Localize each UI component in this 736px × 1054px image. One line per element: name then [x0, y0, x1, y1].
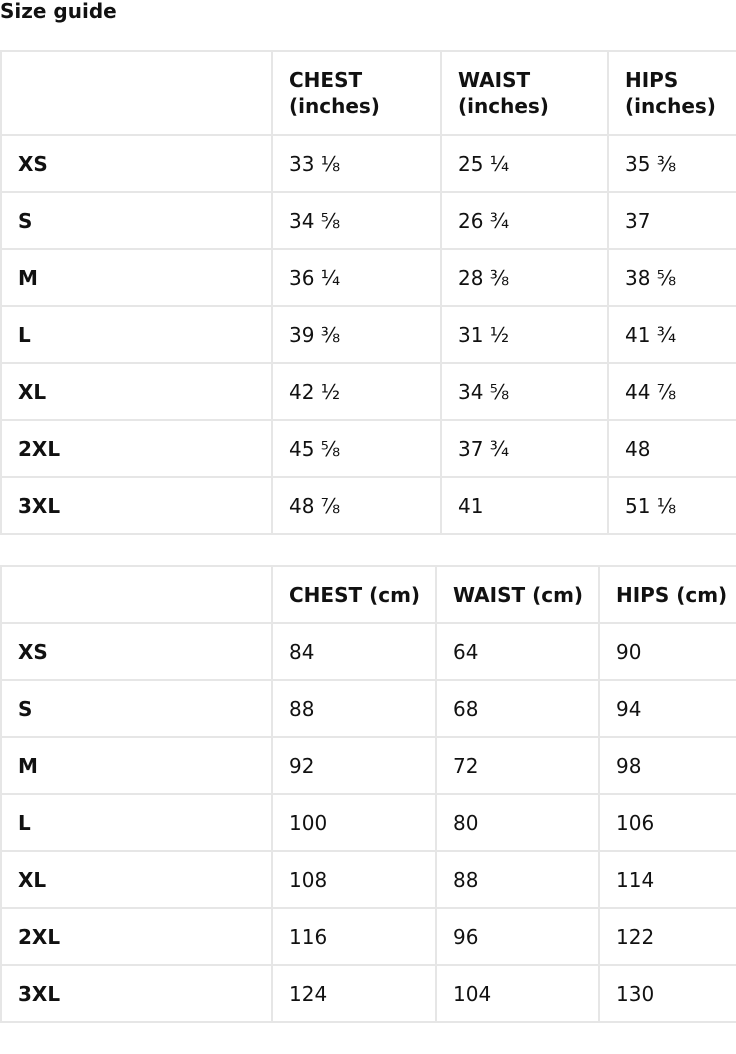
measurement-cell: 25 ¼ — [440, 134, 609, 193]
table-row: XS 84 64 90 — [0, 622, 736, 681]
measurement-cell: 108 — [271, 850, 437, 909]
measurement-cell: 130 — [598, 964, 736, 1023]
header-hips: HIPS (cm) — [598, 565, 736, 624]
size-label: 3XL — [0, 964, 273, 1023]
measurement-cell: 42 ½ — [271, 362, 442, 421]
measurement-cell: 116 — [271, 907, 437, 966]
page-title: Size guide — [0, 0, 117, 23]
table-row: S 88 68 94 — [0, 679, 736, 738]
measurement-cell: 34 ⅝ — [440, 362, 609, 421]
table-row: XS 33 ⅛ 25 ¼ 35 ⅜ — [0, 134, 736, 193]
table-row: M 36 ¼ 28 ⅜ 38 ⅝ — [0, 248, 736, 307]
measurement-cell: 104 — [435, 964, 600, 1023]
table-row: L 39 ⅜ 31 ½ 41 ¾ — [0, 305, 736, 364]
header-size — [0, 50, 273, 136]
header-hips: HIPS (inches) — [607, 50, 736, 136]
size-table-cm: CHEST (cm) WAIST (cm) HIPS (cm) XS 84 64 90 S 8… — [0, 565, 736, 1023]
measurement-cell: 33 ⅛ — [271, 134, 442, 193]
size-label: 2XL — [0, 419, 273, 478]
table-row: 3XL 48 ⅞ 41 51 ⅛ — [0, 476, 736, 535]
measurement-cell: 122 — [598, 907, 736, 966]
table-row: 2XL 45 ⅝ 37 ¾ 48 — [0, 419, 736, 478]
measurement-cell: 37 — [607, 191, 736, 250]
measurement-cell: 31 ½ — [440, 305, 609, 364]
measurement-cell: 84 — [271, 622, 437, 681]
header-waist: WAIST (inches) — [440, 50, 609, 136]
size-label: XS — [0, 622, 273, 681]
table-row: S 34 ⅝ 26 ¾ 37 — [0, 191, 736, 250]
size-label: XS — [0, 134, 273, 193]
measurement-cell: 38 ⅝ — [607, 248, 736, 307]
measurement-cell: 41 ¾ — [607, 305, 736, 364]
measurement-cell: 114 — [598, 850, 736, 909]
measurement-cell: 124 — [271, 964, 437, 1023]
size-label: XL — [0, 850, 273, 909]
measurement-cell: 36 ¼ — [271, 248, 442, 307]
measurement-cell: 51 ⅛ — [607, 476, 736, 535]
measurement-cell: 100 — [271, 793, 437, 852]
measurement-cell: 28 ⅜ — [440, 248, 609, 307]
measurement-cell: 80 — [435, 793, 600, 852]
measurement-cell: 90 — [598, 622, 736, 681]
measurement-cell: 35 ⅜ — [607, 134, 736, 193]
size-label: S — [0, 679, 273, 738]
measurement-cell: 44 ⅞ — [607, 362, 736, 421]
header-chest: CHEST (cm) — [271, 565, 437, 624]
measurement-cell: 48 — [607, 419, 736, 478]
size-label: M — [0, 736, 273, 795]
size-table-inches: CHEST (inches) WAIST (inches) HIPS (inches… — [0, 50, 736, 535]
table-header-row: CHEST (cm) WAIST (cm) HIPS (cm) — [0, 565, 736, 624]
table-row: 3XL 124 104 130 — [0, 964, 736, 1023]
measurement-cell: 45 ⅝ — [271, 419, 442, 478]
table-row: 2XL 116 96 122 — [0, 907, 736, 966]
measurement-cell: 106 — [598, 793, 736, 852]
table-row: XL 108 88 114 — [0, 850, 736, 909]
measurement-cell: 39 ⅜ — [271, 305, 442, 364]
measurement-cell: 68 — [435, 679, 600, 738]
table-header-row: CHEST (inches) WAIST (inches) HIPS (inches… — [0, 50, 736, 136]
measurement-cell: 34 ⅝ — [271, 191, 442, 250]
measurement-cell: 48 ⅞ — [271, 476, 442, 535]
header-size — [0, 565, 273, 624]
table-row: M 92 72 98 — [0, 736, 736, 795]
measurement-cell: 64 — [435, 622, 600, 681]
size-label: L — [0, 305, 273, 364]
table-row: XL 42 ½ 34 ⅝ 44 ⅞ — [0, 362, 736, 421]
measurement-cell: 41 — [440, 476, 609, 535]
table-row: L 100 80 106 — [0, 793, 736, 852]
size-label: 3XL — [0, 476, 273, 535]
measurement-cell: 92 — [271, 736, 437, 795]
size-label: XL — [0, 362, 273, 421]
header-chest: CHEST (inches) — [271, 50, 442, 136]
header-waist: WAIST (cm) — [435, 565, 600, 624]
size-label: L — [0, 793, 273, 852]
size-label: 2XL — [0, 907, 273, 966]
measurement-cell: 26 ¾ — [440, 191, 609, 250]
size-label: S — [0, 191, 273, 250]
measurement-cell: 88 — [435, 850, 600, 909]
measurement-cell: 72 — [435, 736, 600, 795]
measurement-cell: 94 — [598, 679, 736, 738]
measurement-cell: 37 ¾ — [440, 419, 609, 478]
measurement-cell: 96 — [435, 907, 600, 966]
measurement-cell: 88 — [271, 679, 437, 738]
measurement-cell: 98 — [598, 736, 736, 795]
size-label: M — [0, 248, 273, 307]
